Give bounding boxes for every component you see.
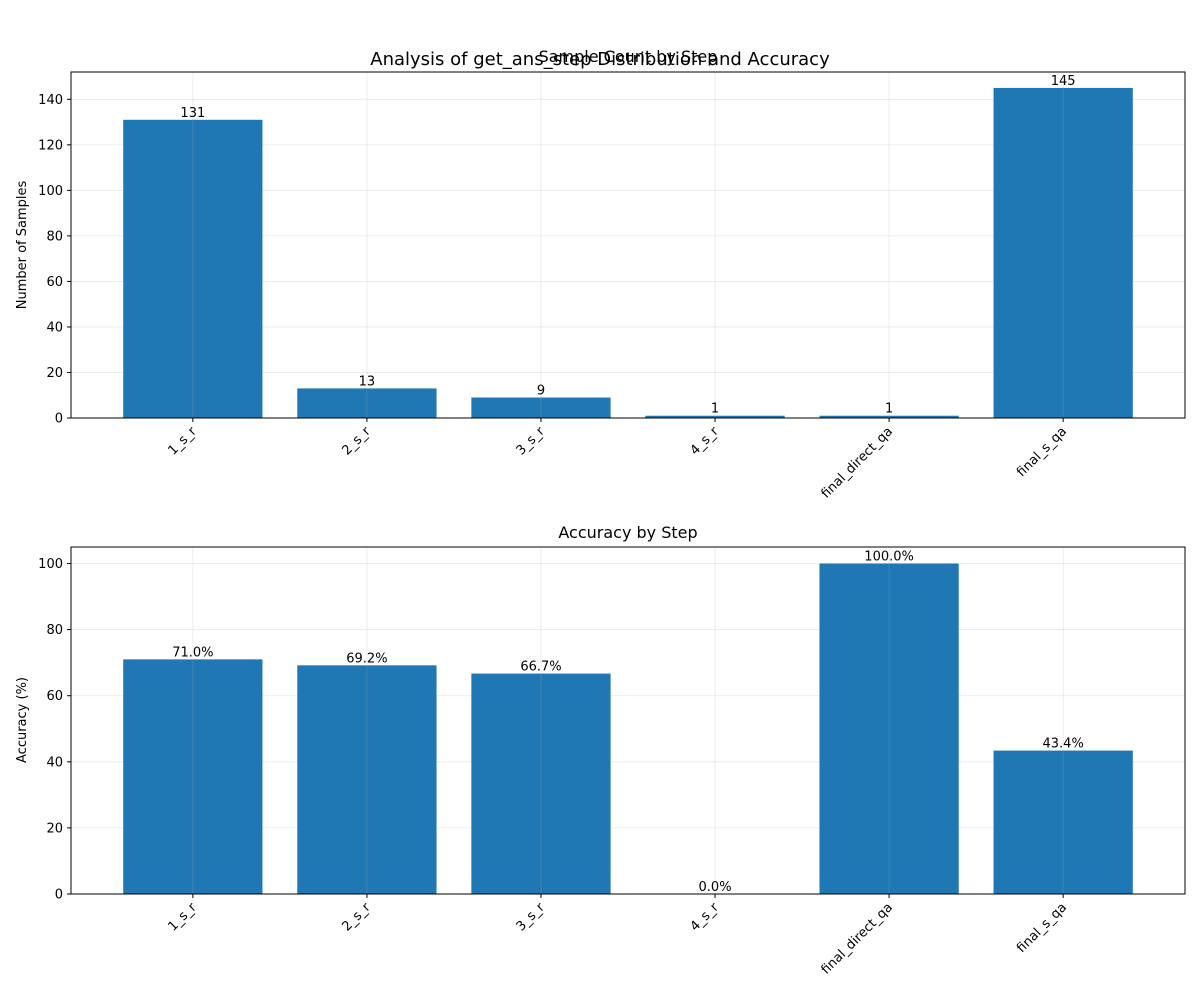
sample-count-data-labels: 131 13 9 1 1 145 (180, 74, 1075, 417)
sample-count-value-label-3_s_r: 9 (537, 384, 545, 399)
sample-count-ytick-label-4: 80 (46, 229, 63, 244)
sample-count-bars (123, 72, 1133, 419)
sample-count-bar-3_s_r (471, 397, 611, 418)
accuracy-ytick-label-4: 80 (46, 623, 63, 638)
sample-count-axes-frame (70, 71, 1186, 419)
sample-count-ytick-label-3: 60 (46, 275, 63, 290)
accuracy-ytick-label-1: 20 (46, 821, 63, 836)
accuracy-value-label-1_s_r: 71.0% (172, 645, 213, 660)
sample-count-value-label-2_s_r: 13 (359, 374, 376, 389)
accuracy-ytick-label-2: 40 (46, 755, 63, 770)
accuracy-ytick-label-0: 0 (55, 888, 63, 903)
accuracy-bar-3_s_r (471, 673, 611, 894)
accuracy-ytick-label-3: 60 (46, 689, 63, 704)
sample-count-bar-2_s_r (297, 388, 437, 418)
sample-count-bar-4_s_r (645, 415, 785, 418)
accuracy-value-label-2_s_r: 69.2% (346, 651, 387, 666)
sample-count-ytick-label-2: 40 (46, 320, 63, 335)
sample-count-ytick-label-5: 100 (38, 184, 63, 199)
accuracy-bar-final_s_qa (993, 750, 1133, 894)
accuracy-bar-final_direct_qa (819, 563, 959, 894)
accuracy-bar-2_s_r (297, 665, 437, 894)
sample-count-title: Sample Count by Step (539, 47, 718, 66)
sample-count-ytick-label-6: 120 (38, 138, 63, 153)
accuracy-ylabel: Accuracy (%) (15, 677, 30, 763)
sample-count-ytick-label-7: 140 (38, 93, 63, 108)
accuracy-value-label-final_direct_qa: 100.0% (864, 550, 914, 565)
accuracy-bar-1_s_r (123, 659, 263, 894)
accuracy-value-label-4_s_r: 0.0% (699, 880, 732, 895)
sample-count-value-label-1_s_r: 131 (180, 106, 205, 121)
sample-count-ylabel: Number of Samples (15, 181, 30, 310)
accuracy-title: Accuracy by Step (558, 523, 697, 542)
sample-count-value-label-final_s_qa: 145 (1051, 74, 1076, 89)
sample-count-ytick-label-1: 20 (46, 366, 63, 381)
sample-count-bar-1_s_r (123, 119, 263, 418)
sample-count-bar-final_s_qa (993, 87, 1133, 419)
sample-count-ytick-label-0: 0 (55, 412, 63, 427)
accuracy-ytick-label-5: 100 (38, 557, 63, 572)
sample-count-bar-final_direct_qa (819, 415, 959, 418)
accuracy-chart: Accuracy by Step Accuracy (%) 71.0% 69.2%… (15, 523, 1186, 978)
accuracy-data-labels: 71.0% 69.2% 66.7% 0.0% 100.0% 43.4% (172, 550, 1084, 895)
accuracy-axes-frame (70, 546, 1186, 895)
accuracy-bars (123, 547, 1133, 895)
sample-count-chart: Sample Count by Step Number of Samples 1… (15, 47, 1186, 502)
figure-suptitle: Analysis of get_ans_step Distribution an… (370, 49, 830, 70)
sample-count-value-label-final_direct_qa: 1 (885, 402, 893, 417)
accuracy-value-label-final_s_qa: 43.4% (1043, 737, 1084, 752)
sample-count-value-label-4_s_r: 1 (711, 402, 719, 417)
accuracy-value-label-3_s_r: 66.7% (520, 660, 561, 675)
